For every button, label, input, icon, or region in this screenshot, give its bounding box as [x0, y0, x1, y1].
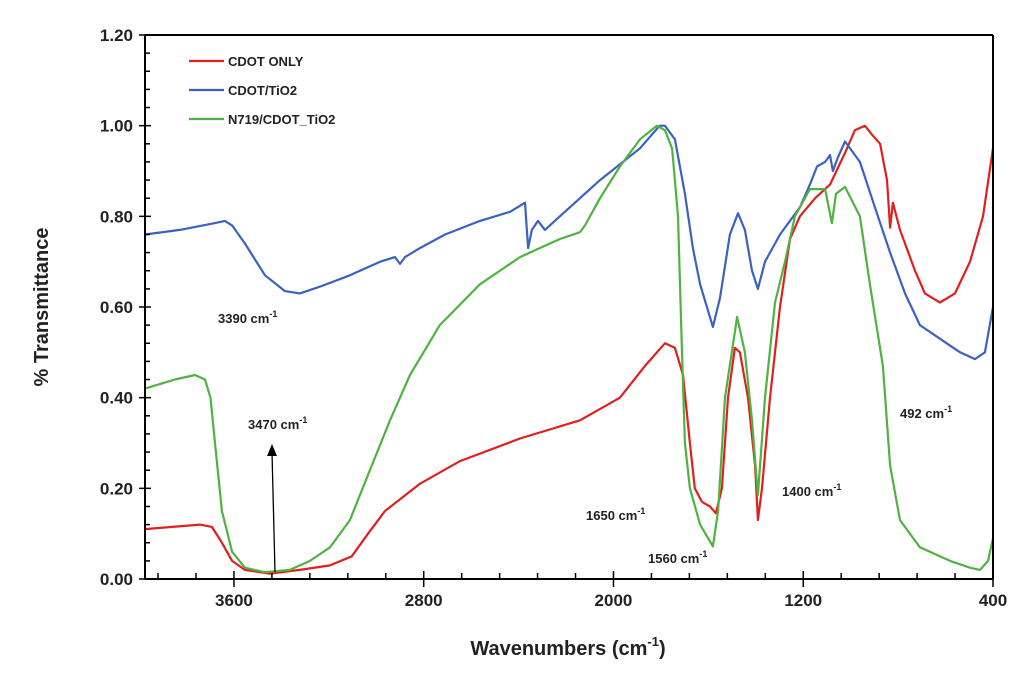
legend: CDOT ONLY CDOT/TiO2 N719/CDOT_TiO2: [189, 54, 335, 127]
legend-label-1: CDOT/TiO2: [228, 83, 297, 98]
annotation-label: 1560 cm-1: [648, 549, 707, 566]
annotation-sup: -1: [699, 549, 707, 559]
y-tick-label: 0.20: [100, 479, 133, 498]
annotation-sup: -1: [944, 404, 952, 414]
annotation-label: 1400 cm-1: [782, 482, 841, 499]
annotation-sup: -1: [833, 482, 841, 492]
chart-marks: [144, 124, 995, 575]
y-tick-label: 1.00: [100, 117, 133, 136]
x-tick-label: 1200: [784, 591, 822, 610]
annotation-label: 3390 cm-1: [218, 309, 277, 326]
annotation-sup: -1: [269, 309, 277, 319]
y-tick-label: 0.40: [100, 389, 133, 408]
x-tick-label: 3600: [215, 591, 253, 610]
x-tick-label: 400: [979, 591, 1007, 610]
y-tick-label: 0.60: [100, 298, 133, 317]
legend-label-0: CDOT ONLY: [228, 54, 304, 69]
x-tick-label: 2800: [405, 591, 443, 610]
chart-axes: 0.00 0.20 0.40 0.60 0.80 1.00 1.20 3600 2800 2000…: [100, 26, 1007, 610]
arrow-head-icon: [267, 444, 277, 456]
x-axis-title-end: ): [659, 638, 666, 660]
series-line-2: [144, 124, 995, 574]
annotation-sup: -1: [637, 506, 645, 516]
series-line-0: [144, 124, 995, 575]
arrow-line: [271, 451, 276, 573]
x-axis-title-main: Wavenumbers (cm: [470, 638, 647, 660]
annotation-text: 1650 cm: [586, 508, 637, 523]
annotation-label: 492 cm-1: [900, 404, 952, 421]
y-tick-label: 1.20: [100, 26, 133, 45]
y-tick-label: 0.00: [100, 570, 133, 589]
annotation-text: 3470 cm: [248, 417, 299, 432]
legend-label-2: N719/CDOT_TiO2: [228, 112, 335, 127]
series-line-1: [144, 124, 995, 361]
x-axis-title-sup: -1: [647, 634, 659, 649]
y-axis-title: % Transmittance: [31, 228, 53, 387]
x-axis-title: Wavenumbers (cm-1): [470, 634, 665, 660]
annotation-text: 3390 cm: [218, 311, 269, 326]
annotation-label: 3470 cm-1: [248, 415, 307, 432]
y-tick-label: 0.80: [100, 207, 133, 226]
annotation-sup: -1: [299, 415, 307, 425]
x-tick-label: 2000: [595, 591, 633, 610]
annotation-text: 1560 cm: [648, 551, 699, 566]
annotation-label: 1650 cm-1: [586, 506, 645, 523]
annotation-text: 492 cm: [900, 406, 944, 421]
annotation-text: 1400 cm: [782, 484, 833, 499]
